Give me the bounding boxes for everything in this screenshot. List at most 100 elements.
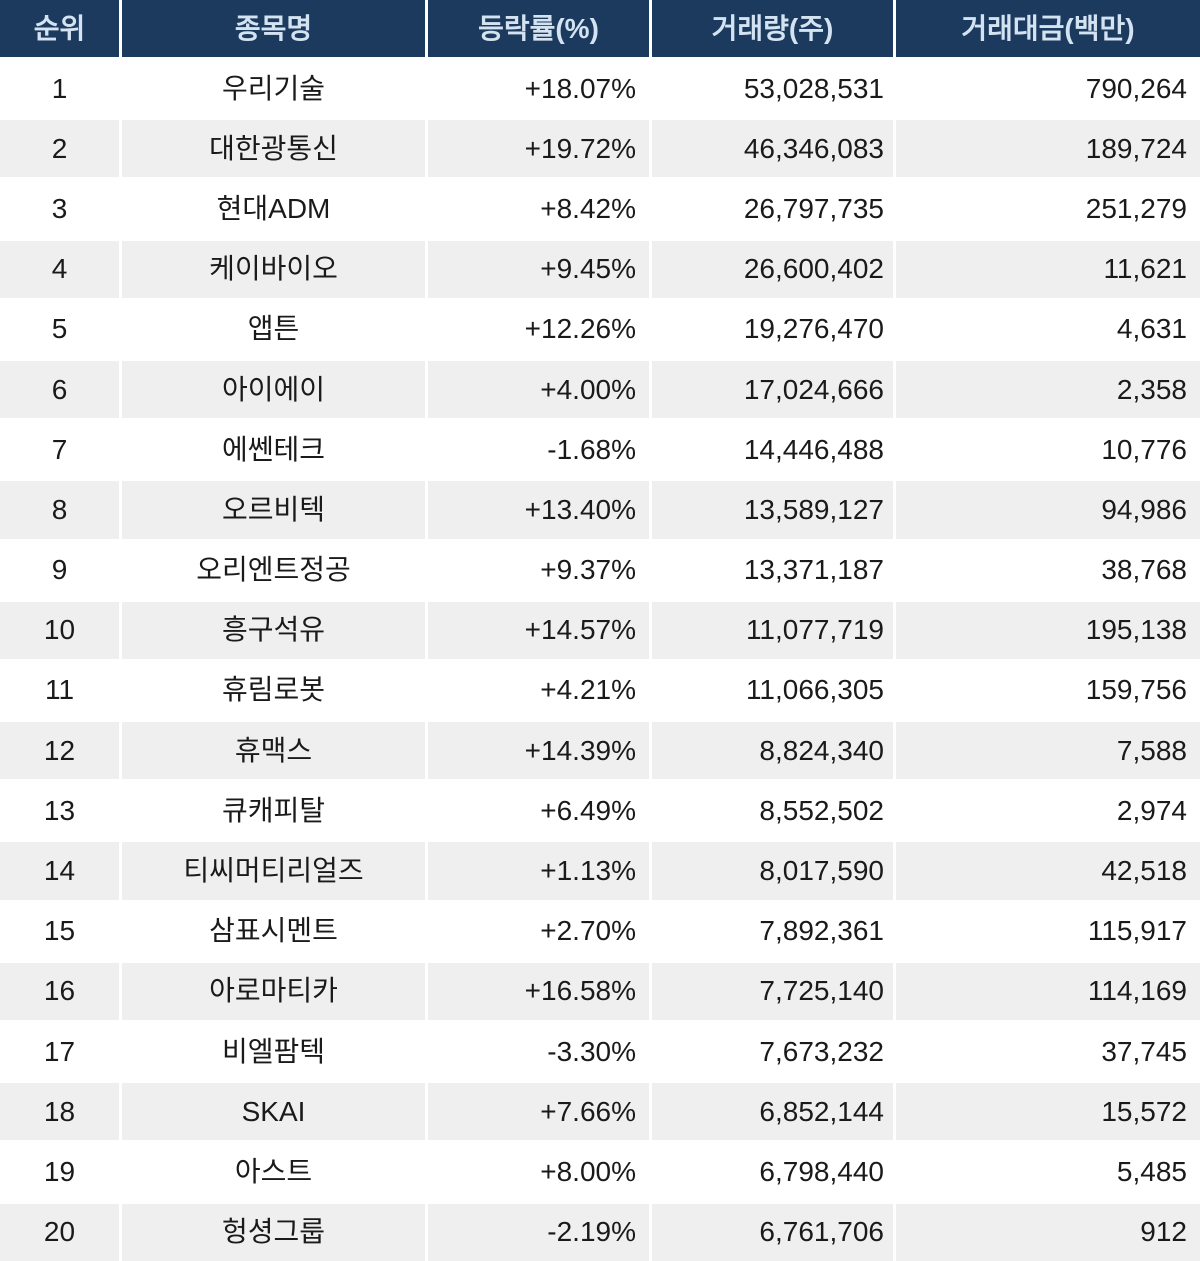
table-body: 1 우리기술 +18.07% 53,028,531 790,264 2 대한광통신 +19.7… [0,60,1200,1261]
value-cell: 4,631 [896,300,1200,358]
volume-cell: 8,017,590 [652,842,893,900]
rank-cell: 14 [0,842,119,900]
change-cell: +14.57% [428,601,649,659]
table-row: 11 휴림로봇 +4.21% 11,066,305 159,756 [0,661,1200,720]
change-cell: +16.58% [428,962,649,1020]
name-cell: SKAI [122,1083,425,1141]
value-cell: 11,621 [896,240,1200,298]
table-row: 15 삼표시멘트 +2.70% 7,892,361 115,917 [0,902,1200,960]
table-row: 1 우리기술 +18.07% 53,028,531 790,264 [0,60,1200,118]
table-row: 6 아이에이 +4.00% 17,024,666 2,358 [0,360,1200,419]
table-row: 20 헝셩그룹 -2.19% 6,761,706 912 [0,1203,1200,1261]
column-header-change: 등락률(%) [428,0,649,57]
volume-cell: 7,673,232 [652,1023,893,1081]
value-cell: 94,986 [896,481,1200,539]
table-row: 14 티씨머티리얼즈 +1.13% 8,017,590 42,518 [0,842,1200,900]
rank-cell: 6 [0,360,119,419]
name-cell: 오르비텍 [122,481,425,539]
change-cell: +8.00% [428,1143,649,1201]
column-header-name: 종목명 [122,0,425,57]
volume-cell: 7,892,361 [652,902,893,960]
change-cell: +4.00% [428,360,649,419]
change-cell: +4.21% [428,661,649,720]
change-cell: +13.40% [428,481,649,539]
value-cell: 10,776 [896,421,1200,479]
value-cell: 2,974 [896,782,1200,840]
name-cell: 휴림로봇 [122,661,425,720]
volume-cell: 26,797,735 [652,180,893,238]
table-row: 19 아스트 +8.00% 6,798,440 5,485 [0,1143,1200,1201]
value-cell: 912 [896,1203,1200,1261]
volume-cell: 11,066,305 [652,661,893,720]
name-cell: 현대ADM [122,180,425,238]
change-cell: +9.45% [428,240,649,298]
volume-cell: 6,798,440 [652,1143,893,1201]
value-cell: 114,169 [896,962,1200,1020]
table-row: 5 앱튼 +12.26% 19,276,470 4,631 [0,300,1200,358]
name-cell: 큐캐피탈 [122,782,425,840]
value-cell: 189,724 [896,120,1200,178]
name-cell: 헝셩그룹 [122,1203,425,1261]
value-cell: 115,917 [896,902,1200,960]
volume-cell: 14,446,488 [652,421,893,479]
name-cell: 티씨머티리얼즈 [122,842,425,900]
table-row: 16 아로마티카 +16.58% 7,725,140 114,169 [0,962,1200,1020]
value-cell: 37,745 [896,1023,1200,1081]
rank-cell: 16 [0,962,119,1020]
change-cell: +7.66% [428,1083,649,1141]
table-row: 9 오리엔트정공 +9.37% 13,371,187 38,768 [0,541,1200,599]
column-header-rank: 순위 [0,0,119,57]
rank-cell: 17 [0,1023,119,1081]
value-cell: 5,485 [896,1143,1200,1201]
change-cell: +8.42% [428,180,649,238]
table-row: 12 휴맥스 +14.39% 8,824,340 7,588 [0,722,1200,780]
rank-cell: 9 [0,541,119,599]
name-cell: 에쎈테크 [122,421,425,479]
volume-cell: 11,077,719 [652,601,893,659]
rank-cell: 18 [0,1083,119,1141]
volume-cell: 6,852,144 [652,1083,893,1141]
change-cell: -1.68% [428,421,649,479]
rank-cell: 12 [0,722,119,780]
value-cell: 42,518 [896,842,1200,900]
rank-cell: 10 [0,601,119,659]
table-header-row: 순위 종목명 등락률(%) 거래량(주) 거래대금(백만) [0,0,1200,57]
value-cell: 195,138 [896,601,1200,659]
name-cell: 아이에이 [122,360,425,419]
table-row: 8 오르비텍 +13.40% 13,589,127 94,986 [0,481,1200,539]
rank-cell: 7 [0,421,119,479]
column-header-value: 거래대금(백만) [896,0,1200,57]
change-cell: +2.70% [428,902,649,960]
change-cell: -2.19% [428,1203,649,1261]
rank-cell: 2 [0,120,119,178]
volume-cell: 26,600,402 [652,240,893,298]
change-cell: +18.07% [428,60,649,118]
table-row: 17 비엘팜텍 -3.30% 7,673,232 37,745 [0,1023,1200,1081]
rank-cell: 20 [0,1203,119,1261]
name-cell: 케이바이오 [122,240,425,298]
column-header-volume: 거래량(주) [652,0,893,57]
volume-cell: 8,824,340 [652,722,893,780]
rank-cell: 11 [0,661,119,720]
table-row: 2 대한광통신 +19.72% 46,346,083 189,724 [0,120,1200,178]
rank-cell: 5 [0,300,119,358]
volume-cell: 7,725,140 [652,962,893,1020]
name-cell: 아스트 [122,1143,425,1201]
volume-cell: 6,761,706 [652,1203,893,1261]
name-cell: 아로마티카 [122,962,425,1020]
value-cell: 2,358 [896,360,1200,419]
value-cell: 251,279 [896,180,1200,238]
rank-cell: 3 [0,180,119,238]
name-cell: 우리기술 [122,60,425,118]
table-row: 10 흥구석유 +14.57% 11,077,719 195,138 [0,601,1200,659]
change-cell: +6.49% [428,782,649,840]
change-cell: +9.37% [428,541,649,599]
name-cell: 오리엔트정공 [122,541,425,599]
volume-cell: 8,552,502 [652,782,893,840]
table-row: 7 에쎈테크 -1.68% 14,446,488 10,776 [0,421,1200,479]
name-cell: 앱튼 [122,300,425,358]
volume-cell: 17,024,666 [652,360,893,419]
name-cell: 휴맥스 [122,722,425,780]
value-cell: 159,756 [896,661,1200,720]
